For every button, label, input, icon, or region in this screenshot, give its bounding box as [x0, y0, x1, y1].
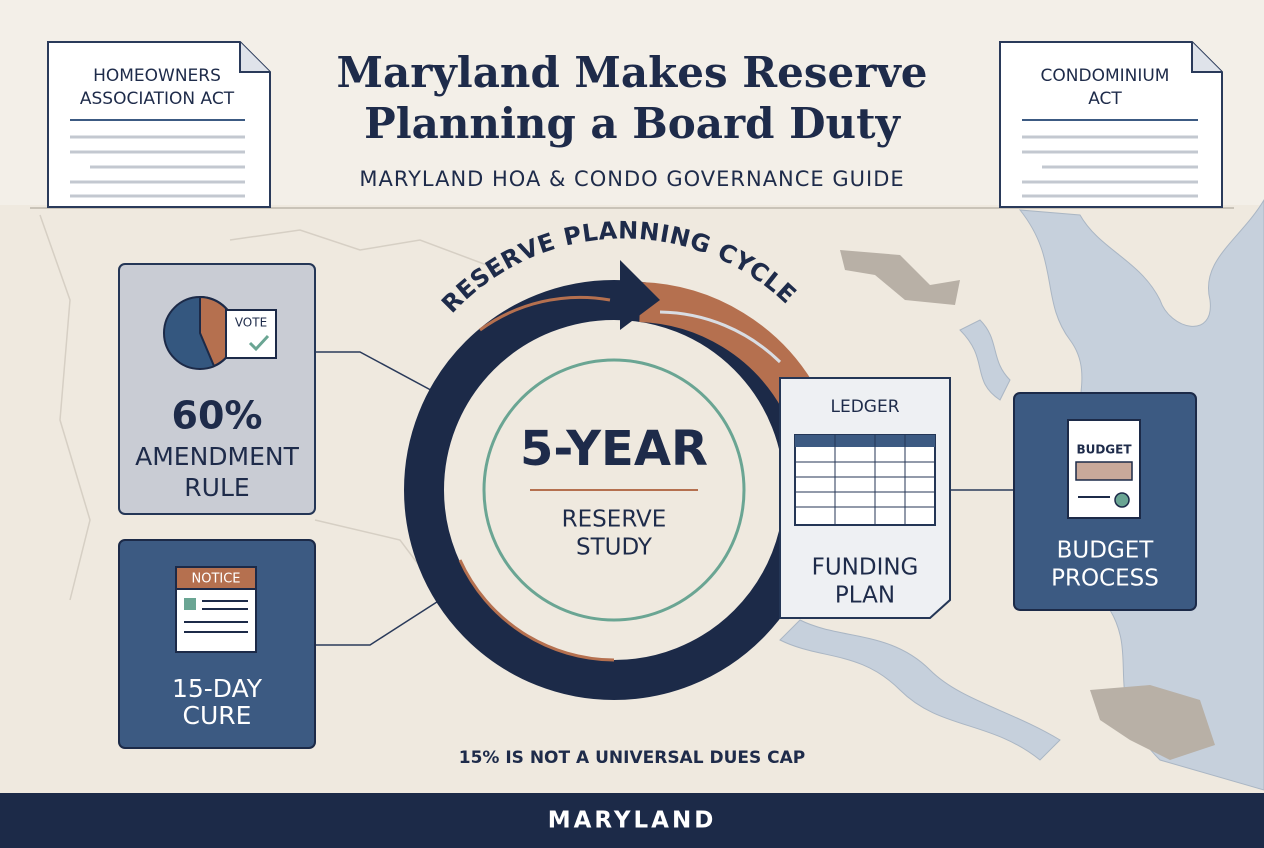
cycle-caption: RESERVE — [562, 507, 667, 533]
icon-label: NOTICE — [191, 572, 240, 587]
footer-label: MARYLAND — [548, 808, 717, 834]
title: Planning a Board Duty — [364, 99, 901, 148]
ledger-card: LEDGER FUNDING PLAN — [779, 377, 951, 619]
ledger-caption: PLAN — [835, 583, 895, 609]
footer-bar — [0, 793, 1264, 848]
panel-caption: CURE — [183, 701, 252, 730]
document-title: ACT — [1088, 89, 1122, 109]
document-title: HOMEOWNERS — [93, 66, 221, 86]
icon-label: LEDGER — [830, 397, 899, 417]
connectors — [315, 351, 1014, 646]
document-hoa: HOMEOWNERS ASSOCIATION ACT — [47, 41, 271, 208]
panel-notice: NOTICE 15-DAY CURE — [118, 539, 316, 749]
budget-caption: BUDGET — [1057, 538, 1155, 564]
ledger-caption: FUNDING — [812, 555, 919, 581]
panel-caption: 15-DAY — [172, 674, 263, 703]
title: Maryland Makes Reserve — [337, 48, 928, 97]
icon-label: VOTE — [235, 316, 267, 330]
panel-caption: RULE — [184, 473, 249, 502]
cycle-headline: 5-YEAR — [520, 421, 708, 477]
panel-amendment: VOTE 60% AMENDMENT RULE — [118, 263, 316, 515]
document-title: CONDOMINIUM — [1041, 66, 1170, 86]
panel-caption: AMENDMENT — [135, 442, 299, 471]
panel-headline: 60% — [172, 394, 263, 438]
icon-label: BUDGET — [1076, 443, 1132, 457]
document-title: ASSOCIATION ACT — [80, 89, 235, 109]
document-condo: CONDOMINIUM ACT — [999, 41, 1223, 208]
cycle-caption: STUDY — [576, 535, 653, 561]
budget-panel: BUDGET BUDGET PROCESS — [1013, 392, 1197, 611]
budget-caption: PROCESS — [1051, 566, 1159, 592]
footnote: 15% IS NOT A UNIVERSAL DUES CAP — [459, 748, 806, 768]
subtitle: MARYLAND HOA & CONDO GOVERNANCE GUIDE — [359, 167, 904, 191]
